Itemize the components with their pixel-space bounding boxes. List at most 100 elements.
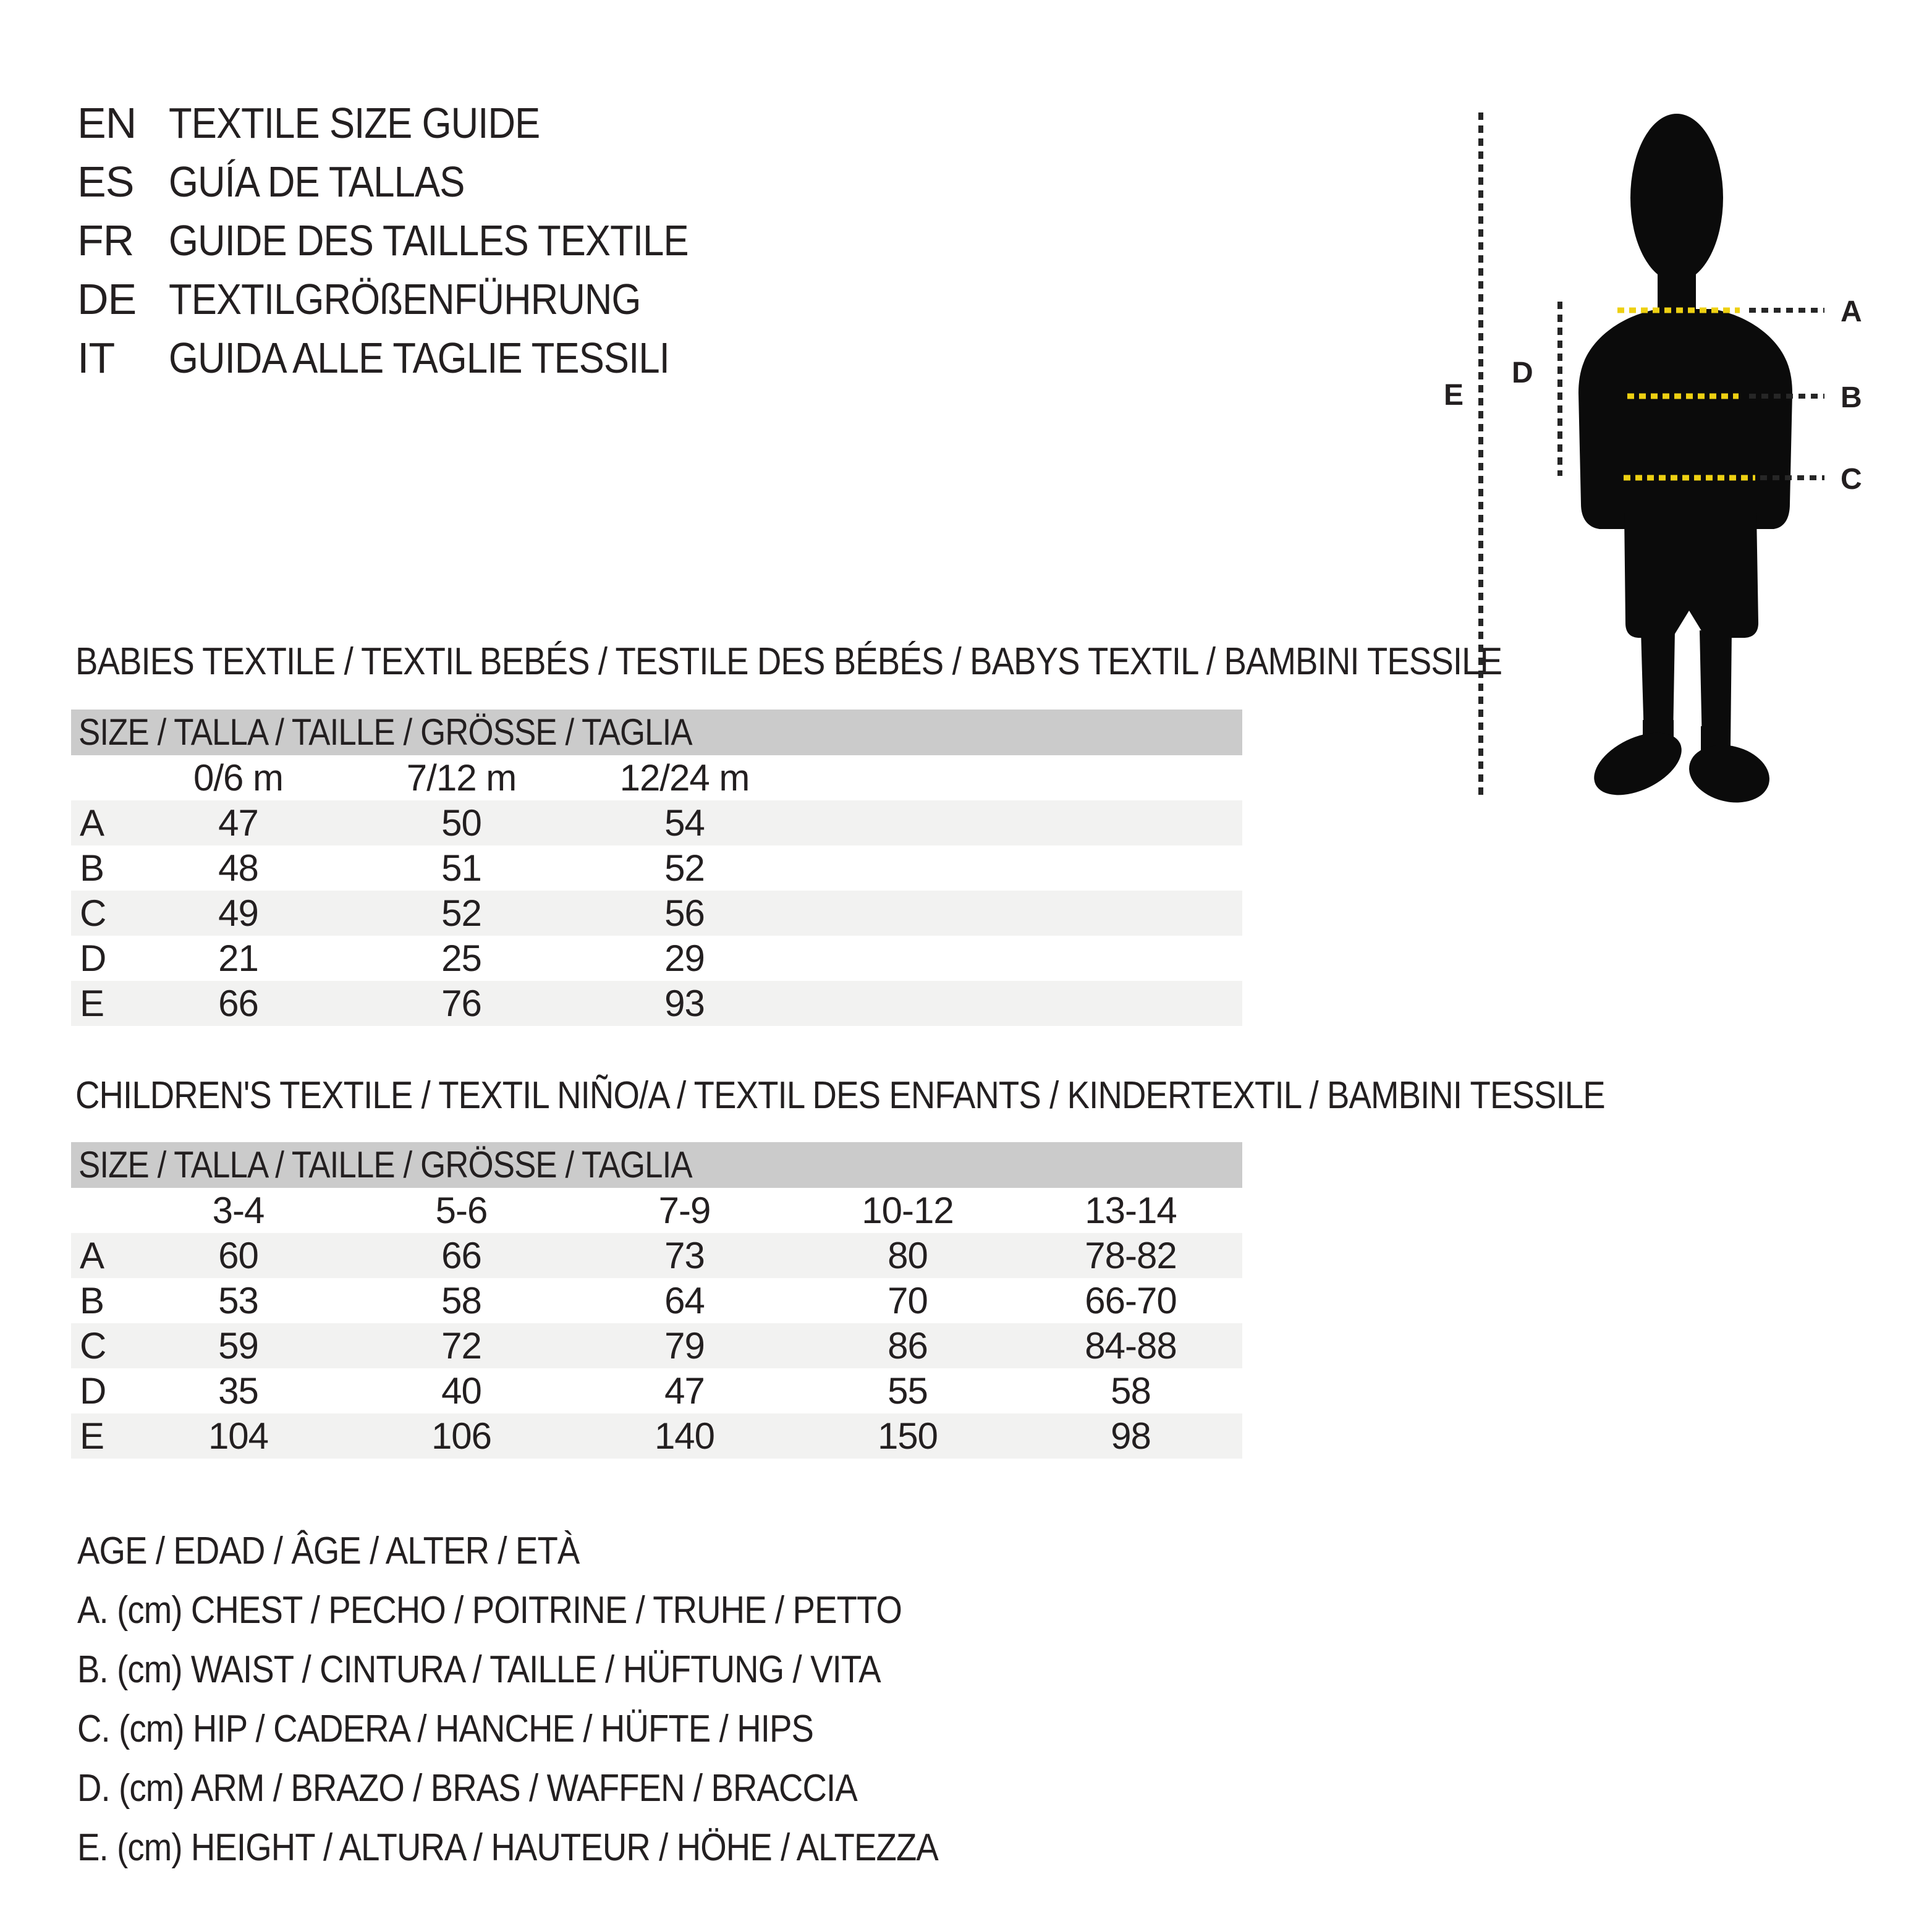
children-column-header-row: 3-4 5-6 7-9 10-12 13-14 <box>71 1188 1242 1233</box>
size-cell: 76 <box>441 983 482 1024</box>
legend-line: B. (cm) WAIST / CINTURA / TAILLE / HÜFTU… <box>77 1640 1056 1700</box>
language-code: FR <box>77 216 134 265</box>
legend-line-text: E. (cm) HEIGHT / ALTURA / HAUTEUR / HÖHE… <box>77 1826 939 1869</box>
language-title: TEXTILE SIZE GUIDE <box>169 99 540 147</box>
table-row: A 60 66 73 80 78-82 <box>71 1233 1242 1278</box>
size-cell: 78-82 <box>1085 1235 1177 1276</box>
figure-label-b: B <box>1841 381 1862 414</box>
children-size-table: SIZE / TALLA / TAILLE / GRÖSSE / TAGLIA … <box>71 1142 1242 1459</box>
size-cell: 93 <box>664 983 705 1024</box>
language-code: IT <box>77 334 115 382</box>
row-label: D <box>80 1370 106 1412</box>
column-header-cell: 5-6 <box>435 1190 488 1231</box>
size-cell: 66-70 <box>1085 1280 1177 1321</box>
row-label: A <box>80 1235 104 1276</box>
language-code: EN <box>77 99 137 147</box>
table-row: C 59 72 79 86 84-88 <box>71 1323 1242 1368</box>
size-cell: 49 <box>218 892 259 934</box>
children-size-header-bar: SIZE / TALLA / TAILLE / GRÖSSE / TAGLIA <box>71 1142 1242 1188</box>
language-title: GUIDE DES TAILLES TEXTILE <box>169 216 689 265</box>
size-cell: 51 <box>441 847 482 889</box>
size-cell: 53 <box>218 1280 259 1321</box>
column-header-cell: 10-12 <box>862 1190 954 1231</box>
column-header-cell: 3-4 <box>212 1190 265 1231</box>
size-cell: 66 <box>441 1235 482 1276</box>
size-cell: 21 <box>218 938 259 979</box>
size-cell: 66 <box>218 983 259 1024</box>
babies-column-header-row: 0/6 m 7/12 m 12/24 m <box>71 755 1242 800</box>
size-cell: 58 <box>441 1280 482 1321</box>
row-label: C <box>80 1325 106 1366</box>
language-title: GUÍA DE TALLAS <box>169 158 465 206</box>
row-label: E <box>80 983 104 1024</box>
size-cell: 73 <box>664 1235 705 1276</box>
size-cell: 60 <box>218 1235 259 1276</box>
table-row: D 21 25 29 <box>71 936 1242 981</box>
column-header-cell: 7/12 m <box>406 757 517 799</box>
children-section-heading-text: CHILDREN'S TEXTILE / TEXTIL NIÑO/A / TEX… <box>75 1074 1606 1117</box>
language-title-block: EN TEXTILE SIZE GUIDE ES GUÍA DE TALLAS FR… <box>77 94 759 388</box>
table-row: A 47 50 54 <box>71 800 1242 845</box>
legend-line-text: B. (cm) WAIST / CINTURA / TAILLE / HÜFTU… <box>77 1648 881 1691</box>
size-cell: 35 <box>218 1370 259 1412</box>
legend-line-text: A. (cm) CHEST / PECHO / POITRINE / TRUHE… <box>77 1589 902 1632</box>
language-row: FR GUIDE DES TAILLES TEXTILE <box>77 211 759 270</box>
size-cell: 86 <box>888 1325 928 1366</box>
child-silhouette <box>1578 114 1792 803</box>
table-row: E 66 76 93 <box>71 981 1242 1026</box>
column-header-cell: 7-9 <box>658 1190 711 1231</box>
size-cell: 56 <box>664 892 705 934</box>
legend-line: AGE / EDAD / ÂGE / ALTER / ETÀ <box>77 1522 1056 1581</box>
size-cell: 50 <box>441 802 482 844</box>
size-cell: 25 <box>441 938 482 979</box>
language-row: ES GUÍA DE TALLAS <box>77 153 759 211</box>
size-cell: 104 <box>208 1415 269 1457</box>
measurement-diagram: A B C D E <box>1444 112 1862 803</box>
size-cell: 72 <box>441 1325 482 1366</box>
row-label: B <box>80 1280 104 1321</box>
size-cell: 150 <box>877 1415 938 1457</box>
size-cell: 98 <box>1111 1415 1151 1457</box>
size-cell: 48 <box>218 847 259 889</box>
size-cell: 54 <box>664 802 705 844</box>
figure-label-d: D <box>1512 357 1533 389</box>
size-cell: 58 <box>1111 1370 1151 1412</box>
row-label: B <box>80 847 104 889</box>
size-cell: 52 <box>441 892 482 934</box>
figure-label-a: A <box>1841 295 1862 328</box>
language-code: DE <box>77 275 137 323</box>
table-row: B 53 58 64 70 66-70 <box>71 1278 1242 1323</box>
children-section-heading: CHILDREN'S TEXTILE / TEXTIL NIÑO/A / TEX… <box>75 1077 1813 1115</box>
column-header-cell: 0/6 m <box>193 757 284 799</box>
language-row: EN TEXTILE SIZE GUIDE <box>77 94 759 153</box>
babies-size-header-bar: SIZE / TALLA / TAILLE / GRÖSSE / TAGLIA <box>71 710 1242 755</box>
figure-label-e: E <box>1444 379 1464 412</box>
table-row: B 48 51 52 <box>71 845 1242 891</box>
size-cell: 80 <box>888 1235 928 1276</box>
language-title: TEXTILGRÖßENFÜHRUNG <box>169 275 641 323</box>
size-cell: 64 <box>664 1280 705 1321</box>
babies-size-table: SIZE / TALLA / TAILLE / GRÖSSE / TAGLIA … <box>71 710 1242 1026</box>
row-label: A <box>80 802 104 844</box>
size-cell: 70 <box>888 1280 928 1321</box>
language-row: IT GUIDA ALLE TAGLIE TESSILI <box>77 329 759 388</box>
table-row: C 49 52 56 <box>71 891 1242 936</box>
row-label: E <box>80 1415 104 1457</box>
size-cell: 47 <box>664 1370 705 1412</box>
table-row: E 104 106 140 150 98 <box>71 1413 1242 1459</box>
size-cell: 140 <box>654 1415 715 1457</box>
size-cell: 47 <box>218 802 259 844</box>
size-cell: 29 <box>664 938 705 979</box>
legend-line: A. (cm) CHEST / PECHO / POITRINE / TRUHE… <box>77 1581 1056 1640</box>
babies-section-heading-text: BABIES TEXTILE / TEXTIL BEBÉS / TESTILE … <box>75 640 1502 683</box>
size-cell: 79 <box>664 1325 705 1366</box>
language-code: ES <box>77 158 134 206</box>
size-cell: 52 <box>664 847 705 889</box>
size-cell: 84-88 <box>1085 1325 1177 1366</box>
legend-line: C. (cm) HIP / CADERA / HANCHE / HÜFTE / … <box>77 1700 1056 1759</box>
size-cell: 59 <box>218 1325 259 1366</box>
table-row: D 35 40 47 55 58 <box>71 1368 1242 1413</box>
language-title: GUIDA ALLE TAGLIE TESSILI <box>169 334 670 382</box>
column-header-cell: 13-14 <box>1085 1190 1177 1231</box>
